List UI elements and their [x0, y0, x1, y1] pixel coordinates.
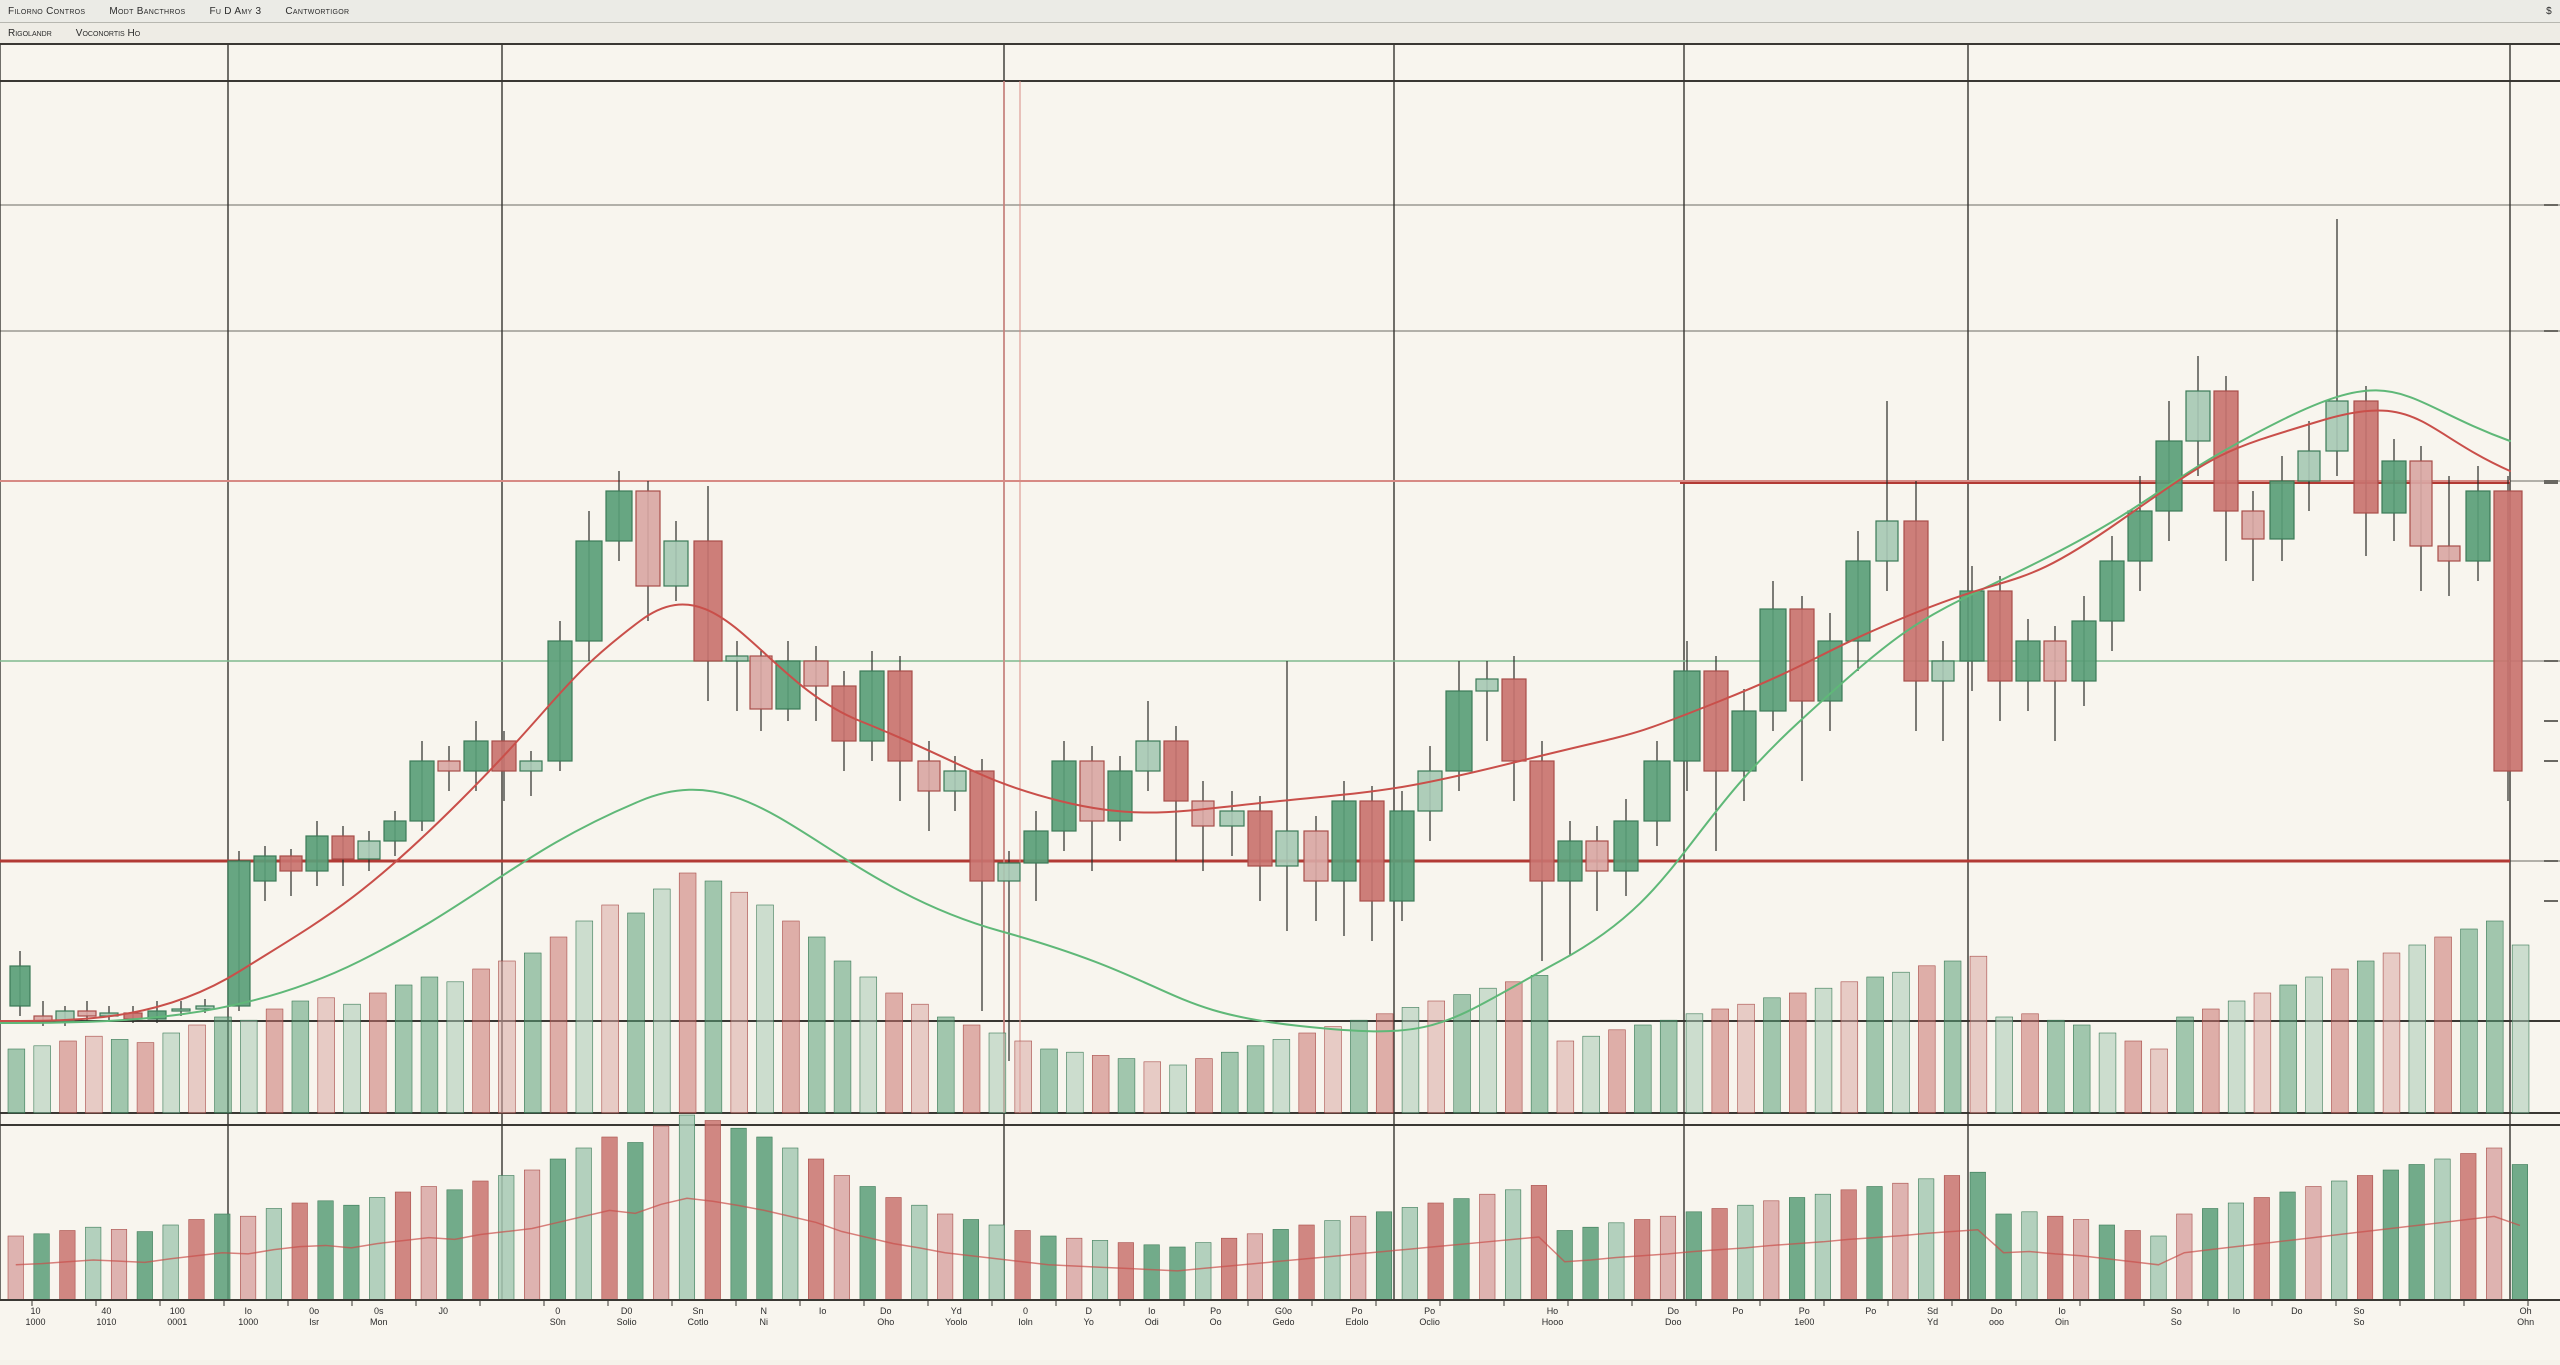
sub-toolbar[interactable]: Rigolandr Voconortis Ho — [0, 23, 2560, 45]
top-toolbar[interactable]: Filorno Contros Modt Bancthros Fu D Amy … — [0, 0, 2560, 23]
toolbar-item[interactable]: Cantwortigor — [285, 6, 349, 17]
chart-area[interactable]: 1010004010101000001Io10000oIsr0sMonJ00S0… — [0, 45, 2560, 1360]
candlestick-chart[interactable] — [0, 45, 2560, 1360]
subbar-item[interactable]: Rigolandr — [8, 28, 52, 39]
toolbar-item[interactable]: Filorno Contros — [8, 6, 85, 17]
currency-icon: $ — [2546, 6, 2552, 17]
subbar-item[interactable]: Voconortis Ho — [76, 28, 140, 39]
toolbar-item[interactable]: Modt Bancthros — [109, 6, 185, 17]
toolbar-item[interactable]: Fu D Amy 3 — [209, 6, 261, 17]
